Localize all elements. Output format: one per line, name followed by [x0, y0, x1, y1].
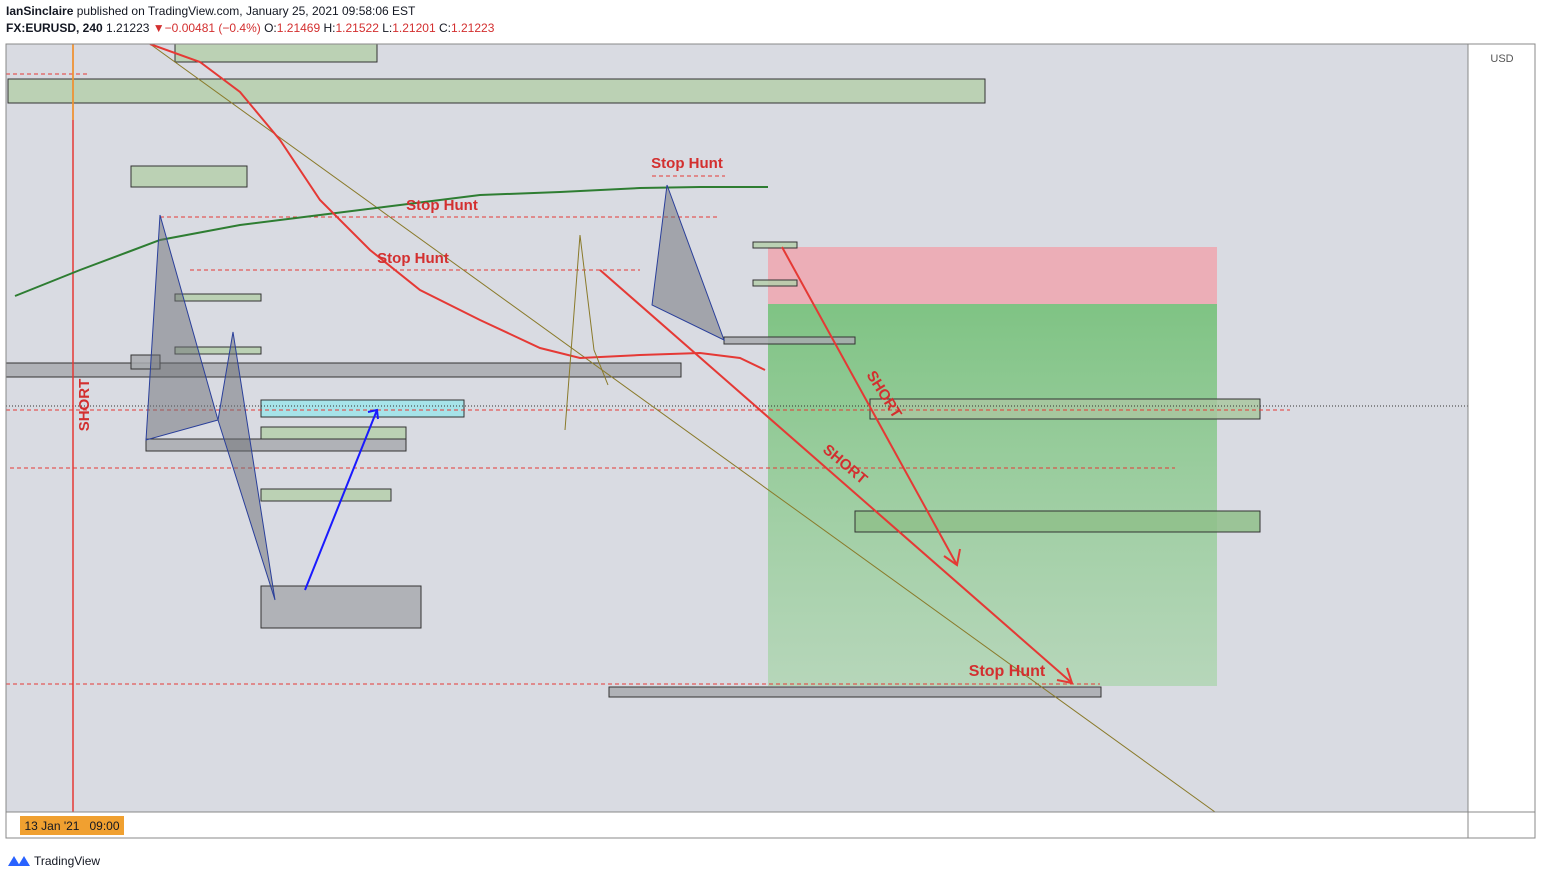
quote: FX:EURUSD, 240 1.21223 ▼−0.00481 (−0.4%)… — [6, 21, 494, 35]
annotation: Stop Hunt — [406, 197, 478, 214]
arrowhead — [943, 548, 961, 567]
currency: USD — [1490, 53, 1513, 65]
crosshair-box — [20, 816, 124, 835]
stop-zone — [768, 247, 1217, 304]
short-arrow — [599, 269, 1073, 684]
l-label: L: — [382, 21, 393, 35]
pattern — [145, 214, 219, 441]
blue-arrowhead — [367, 408, 379, 420]
arrow: ▼ — [152, 21, 165, 35]
levels — [6, 73, 1290, 685]
arrowhead — [1056, 667, 1074, 685]
brand-logo — [8, 856, 30, 866]
cyan-zone — [260, 399, 465, 418]
annotation: SHORT — [76, 379, 93, 432]
l: 1.21201 — [392, 21, 436, 35]
published: published on TradingView.com, January 25… — [76, 4, 416, 18]
h: 1.21522 — [335, 21, 379, 35]
annotation: Stop Hunt — [969, 663, 1046, 680]
author: IanSinclaire — [6, 4, 74, 18]
drawings: Stop Hunt Stop Hunt Stop Hunt Stop Hunt … — [6, 44, 1468, 812]
target-zone — [768, 304, 1217, 686]
o-label: O: — [264, 21, 277, 35]
blue-arrow — [304, 409, 378, 591]
h-label: H: — [323, 21, 336, 35]
c: 1.21223 — [450, 21, 495, 35]
pattern — [217, 331, 276, 601]
header: IanSinclaire published on TradingView.co… — [6, 4, 415, 18]
annotation: Stop Hunt — [651, 155, 723, 172]
frame — [5, 43, 1536, 839]
trendline — [149, 44, 1216, 812]
c-label: C: — [438, 21, 451, 35]
zigzag — [564, 234, 609, 431]
last: 1.21223 — [106, 21, 150, 35]
pattern — [651, 184, 725, 341]
short-arrow — [781, 246, 958, 566]
ma-red — [149, 44, 766, 371]
annotation: Stop Hunt — [377, 250, 449, 267]
crosshair-label: 13 Jan '21 09:00 — [24, 819, 119, 833]
brand: TradingView — [34, 854, 100, 868]
change: −0.00481 (−0.4%) — [164, 21, 261, 35]
symbol: FX:EURUSD, 240 — [6, 21, 103, 35]
zones — [7, 44, 1261, 533]
o: 1.21469 — [276, 21, 321, 35]
ma-green — [14, 186, 768, 297]
